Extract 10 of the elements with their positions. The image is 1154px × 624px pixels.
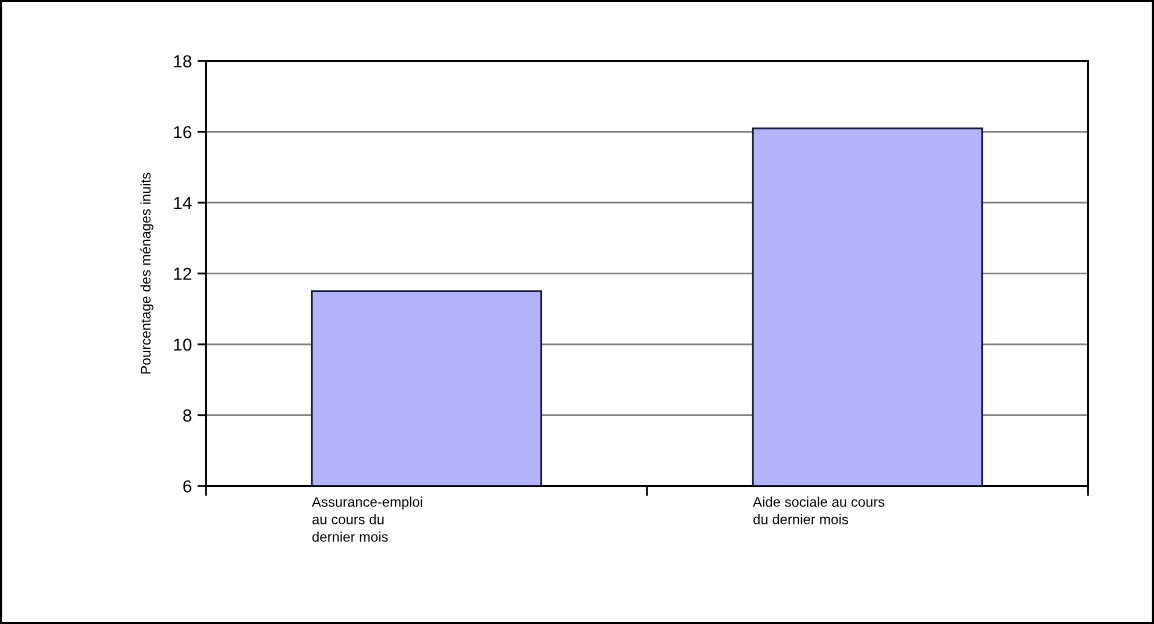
y-tick-label: 12	[174, 267, 192, 280]
y-axis-title: Pourcentage des ménages inuits	[140, 172, 154, 374]
y-tick-label: 6	[183, 480, 192, 493]
y-tick-label: 14	[174, 197, 192, 209]
x-tick-label: Assurance-emploi au cours du dernier mois	[311, 496, 423, 542]
x-tick-label: Aide sociale au cours du dernier mois	[752, 496, 885, 525]
y-tick-label: 16	[174, 126, 192, 139]
y-tick-label: 18	[174, 55, 192, 68]
y-tick-label: 8	[183, 409, 192, 422]
y-tick-label: 10	[174, 338, 192, 351]
